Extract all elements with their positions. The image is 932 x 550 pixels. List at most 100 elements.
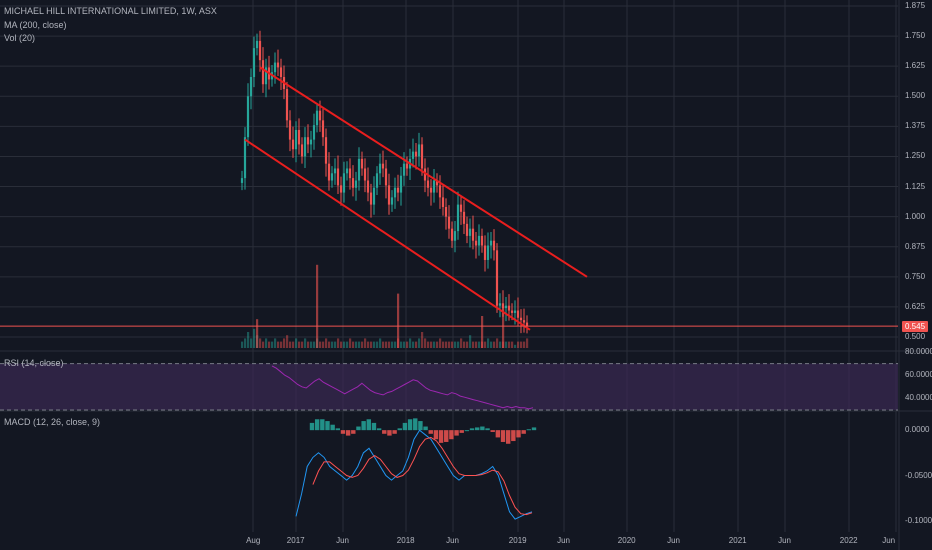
macd-histogram-bar [428, 430, 433, 434]
time-tick-label: 2019 [508, 536, 527, 545]
volume-bar [424, 338, 427, 348]
volume-bar [247, 332, 250, 348]
volume-bar [505, 341, 508, 348]
volume-bar [382, 341, 385, 348]
candle-body [438, 185, 442, 198]
volume-bar [439, 338, 442, 348]
volume-bar [319, 341, 322, 348]
candle-body [513, 310, 517, 313]
volume-bar [289, 341, 292, 348]
macd-histogram-bar [511, 430, 516, 442]
candle-body [279, 67, 283, 78]
volume-bar [427, 341, 430, 348]
volume-bar [385, 341, 388, 348]
volume-bar [448, 341, 451, 348]
macd-histogram-bar [309, 422, 315, 431]
volume-bar [394, 341, 397, 348]
volume-bar [277, 341, 280, 348]
candle-body [309, 139, 313, 145]
macd-histogram-bar [330, 424, 335, 431]
candle-body [303, 137, 307, 157]
volume-bar [487, 338, 490, 348]
candle-body [492, 240, 496, 251]
price-tick-label: 1.500 [905, 91, 926, 101]
macd-histogram-bar [392, 430, 397, 434]
volume-bar [511, 341, 514, 348]
candle-body [324, 137, 328, 164]
volume-bar [403, 341, 406, 348]
volume-bar [370, 341, 373, 348]
channel-upper-line [259, 66, 588, 278]
volume-bar [253, 328, 256, 348]
macd-histogram-bar [480, 426, 485, 431]
volume-bar [469, 335, 472, 348]
candle-body [318, 110, 322, 121]
price-tick-label: 0.750 [905, 271, 926, 281]
candle-body [420, 144, 424, 169]
volume-legend[interactable]: Vol (20) [4, 33, 36, 43]
macd-histogram-bar [382, 430, 387, 434]
macd-histogram-bar [469, 428, 475, 431]
volume-bar [298, 341, 301, 348]
macd-histogram-bar [526, 429, 532, 431]
rsi-tick-label: 40.0000 [905, 393, 932, 403]
volume-bar [337, 338, 340, 348]
candle-body [429, 187, 433, 193]
volume-bar [340, 341, 343, 348]
volume-bar [493, 341, 496, 348]
volume-bar [352, 341, 355, 348]
volume-bar [346, 341, 349, 348]
candle-body [501, 303, 505, 309]
candle-body [255, 40, 259, 49]
candle-body [336, 168, 340, 186]
candle-body [306, 137, 310, 145]
candle-body [249, 77, 253, 97]
candle-body [459, 204, 463, 212]
time-tick-label: Jun [557, 536, 570, 545]
time-tick-label: Aug [246, 536, 261, 545]
candle-body [525, 322, 529, 327]
candle-body [444, 207, 448, 217]
macd-legend[interactable]: MACD (12, 26, close, 9) [4, 417, 101, 427]
candle-body [468, 228, 472, 236]
volume-bar [379, 338, 382, 348]
volume-bar [445, 341, 448, 348]
candle-body [321, 120, 325, 138]
candle-body [300, 144, 304, 157]
candle-body [423, 168, 427, 181]
volume-bar [355, 341, 358, 348]
candle-body [288, 120, 292, 140]
rsi-line [271, 365, 534, 410]
volume-spike-bar [256, 319, 259, 348]
macd-histogram-bar [402, 422, 408, 431]
volume-bar [484, 341, 487, 348]
volume-bar [325, 338, 328, 348]
macd-histogram-bar [325, 421, 330, 431]
volume-bar [436, 341, 439, 348]
macd-histogram-bar [521, 430, 526, 434]
candle-body [354, 180, 358, 188]
volume-bar [373, 341, 376, 348]
candle-body [480, 235, 484, 246]
macd-histogram-bar [407, 419, 413, 431]
volume-bar [517, 341, 520, 348]
candle-body [399, 175, 403, 193]
time-tick-label: Jun [778, 536, 791, 545]
ma-legend[interactable]: MA (200, close) [4, 20, 67, 30]
volume-bar [313, 341, 316, 348]
macd-signal-line [312, 436, 533, 516]
volume-bar [490, 341, 493, 348]
candle-body [471, 228, 475, 241]
macd-histogram-bar [516, 430, 521, 438]
volume-bar [271, 341, 274, 348]
macd-histogram-bar [356, 426, 361, 431]
volume-bar [241, 341, 244, 348]
candle-body [477, 235, 481, 246]
macd-histogram-bar [413, 418, 418, 431]
volume-bar [496, 338, 499, 348]
candle-body [312, 125, 316, 140]
rsi-legend[interactable]: RSI (14, close) [4, 358, 64, 368]
macd-histogram-bar [397, 428, 402, 431]
